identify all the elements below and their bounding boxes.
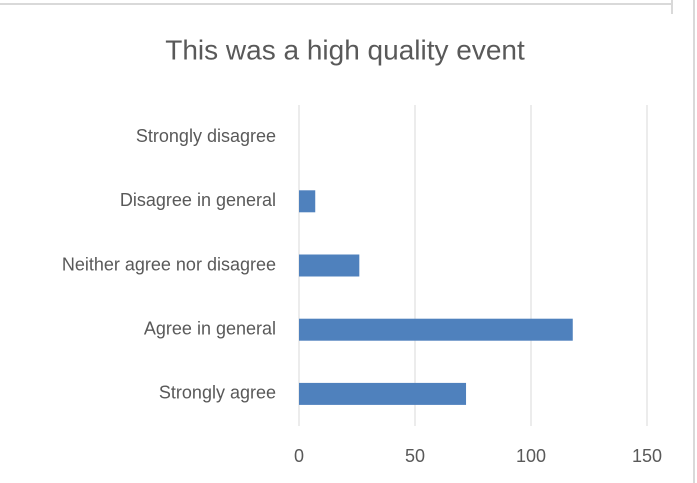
y-tick-label: Agree in general (144, 318, 276, 338)
bar (299, 254, 360, 277)
x-tick-label: 0 (294, 446, 304, 466)
x-tick-label: 150 (632, 446, 662, 466)
y-tick-label: Strongly disagree (136, 126, 276, 146)
bar (299, 382, 467, 405)
y-tick-label: Strongly agree (159, 383, 276, 403)
y-tick-label: Disagree in general (120, 190, 276, 210)
y-tick-label: Neither agree nor disagree (62, 254, 276, 274)
bar (299, 190, 316, 213)
x-tick-label: 100 (516, 446, 546, 466)
x-tick-label: 50 (405, 446, 425, 466)
chart-title: This was a high quality event (165, 34, 525, 65)
bar (299, 318, 573, 341)
